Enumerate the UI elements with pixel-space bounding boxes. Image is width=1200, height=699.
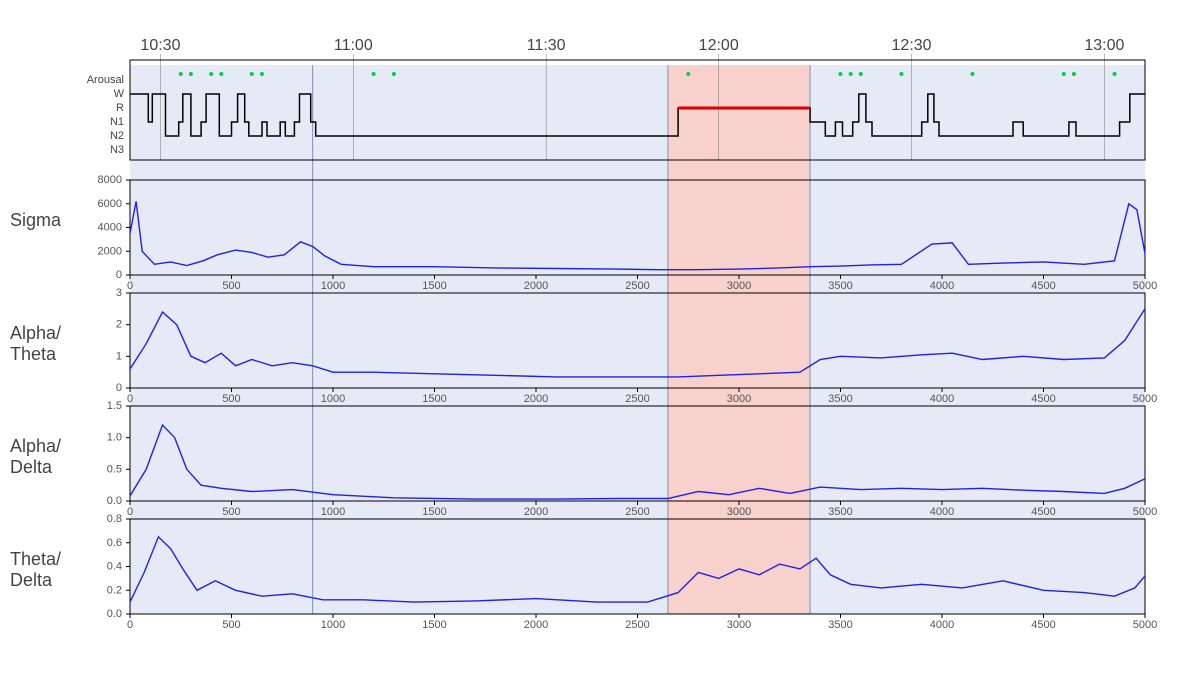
- y-tick-label: 3: [116, 287, 122, 299]
- arousal-dot: [189, 72, 193, 76]
- arousal-dot: [1062, 72, 1066, 76]
- hypnogram-stage-label: N3: [110, 144, 124, 156]
- x-tick-label: 1500: [422, 619, 446, 631]
- x-tick-label: 5000: [1133, 619, 1157, 631]
- y-tick-label: 4000: [98, 222, 122, 234]
- x-tick-label: 4500: [1031, 619, 1055, 631]
- x-tick-label: 3500: [828, 619, 852, 631]
- time-axis-label: 12:00: [699, 37, 739, 54]
- y-tick-label: 0.4: [107, 561, 122, 573]
- x-tick-label: 2500: [625, 280, 649, 292]
- x-tick-label: 5000: [1133, 506, 1157, 518]
- arousal-dot: [209, 72, 213, 76]
- x-tick-label: 2000: [524, 280, 548, 292]
- x-tick-label: 2000: [524, 393, 548, 405]
- y-tick-label: 1.0: [107, 432, 122, 444]
- panel-label: Theta/Delta: [10, 549, 61, 592]
- time-axis-label: 11:00: [334, 37, 373, 54]
- x-tick-label: 3500: [828, 506, 852, 518]
- x-tick-label: 5000: [1133, 280, 1157, 292]
- x-tick-label: 1000: [321, 619, 345, 631]
- arousal-dot: [859, 72, 863, 76]
- x-tick-label: 2000: [524, 619, 548, 631]
- arousal-dot: [392, 72, 396, 76]
- time-axis-label: 12:30: [892, 37, 932, 54]
- x-tick-label: 4500: [1031, 280, 1055, 292]
- x-tick-label: 0: [127, 393, 133, 405]
- time-axis-label: 10:30: [140, 37, 180, 54]
- x-tick-label: 5000: [1133, 393, 1157, 405]
- x-tick-label: 500: [222, 280, 240, 292]
- y-tick-label: 0: [116, 269, 122, 281]
- x-tick-label: 500: [222, 619, 240, 631]
- x-tick-label: 0: [127, 619, 133, 631]
- y-tick-label: 1: [116, 350, 122, 362]
- x-tick-label: 1500: [422, 506, 446, 518]
- x-tick-label: 4000: [930, 280, 954, 292]
- x-tick-label: 2000: [524, 506, 548, 518]
- x-tick-label: 3000: [727, 619, 751, 631]
- x-tick-label: 3500: [828, 280, 852, 292]
- y-tick-label: 8000: [98, 174, 122, 186]
- arousal-dot: [1072, 72, 1076, 76]
- arousal-dot: [1113, 72, 1117, 76]
- hypnogram-stage-label: N2: [110, 130, 124, 142]
- arousal-dot: [250, 72, 254, 76]
- y-tick-label: 0: [116, 382, 122, 394]
- x-tick-label: 4000: [930, 506, 954, 518]
- y-tick-label: 2000: [98, 245, 122, 257]
- x-tick-label: 2500: [625, 506, 649, 518]
- y-tick-label: 0.0: [107, 608, 122, 620]
- arousal-dot: [899, 72, 903, 76]
- x-tick-label: 2500: [625, 619, 649, 631]
- hypnogram-stage-label: Arousal: [87, 74, 124, 86]
- x-tick-label: 4000: [930, 393, 954, 405]
- y-tick-label: 2: [116, 319, 122, 331]
- arousal-dot: [839, 72, 843, 76]
- x-tick-label: 0: [127, 280, 133, 292]
- y-tick-label: 0.2: [107, 584, 122, 596]
- arousal-dot: [686, 72, 690, 76]
- shade-band: [810, 65, 1145, 614]
- x-tick-label: 4500: [1031, 393, 1055, 405]
- y-tick-label: 6000: [98, 198, 122, 210]
- time-axis-label: 11:30: [527, 37, 566, 54]
- arousal-dot: [179, 72, 183, 76]
- y-tick-label: 0.8: [107, 513, 122, 525]
- arousal-dot: [260, 72, 264, 76]
- x-tick-label: 3000: [727, 280, 751, 292]
- y-tick-label: 0.6: [107, 537, 122, 549]
- arousal-dot: [970, 72, 974, 76]
- time-axis-label: 13:00: [1084, 37, 1124, 54]
- x-tick-label: 3500: [828, 393, 852, 405]
- arousal-dot: [219, 72, 223, 76]
- y-tick-label: 1.5: [107, 400, 122, 412]
- y-tick-label: 0.5: [107, 463, 122, 475]
- x-tick-label: 3000: [727, 393, 751, 405]
- x-tick-label: 1000: [321, 280, 345, 292]
- x-tick-label: 0: [127, 506, 133, 518]
- arousal-dot: [372, 72, 376, 76]
- hypnogram-stage-label: W: [114, 88, 125, 100]
- panel-label: Alpha/Theta: [10, 323, 61, 366]
- hypnogram-stage-label: R: [116, 102, 124, 114]
- x-tick-label: 1000: [321, 506, 345, 518]
- shade-band: [668, 65, 810, 614]
- x-tick-label: 1500: [422, 393, 446, 405]
- panel-label: Sigma: [10, 210, 61, 232]
- panel-label: Alpha/Delta: [10, 436, 61, 479]
- y-tick-label: 0.0: [107, 495, 122, 507]
- shade-band: [313, 65, 668, 614]
- x-tick-label: 4500: [1031, 506, 1055, 518]
- x-tick-label: 1500: [422, 280, 446, 292]
- x-tick-label: 1000: [321, 393, 345, 405]
- arousal-dot: [849, 72, 853, 76]
- x-tick-label: 2500: [625, 393, 649, 405]
- shade-band: [130, 65, 313, 614]
- x-tick-label: 500: [222, 393, 240, 405]
- hypnogram-stage-label: N1: [110, 116, 124, 128]
- x-tick-label: 4000: [930, 619, 954, 631]
- x-tick-label: 3000: [727, 506, 751, 518]
- x-tick-label: 500: [222, 506, 240, 518]
